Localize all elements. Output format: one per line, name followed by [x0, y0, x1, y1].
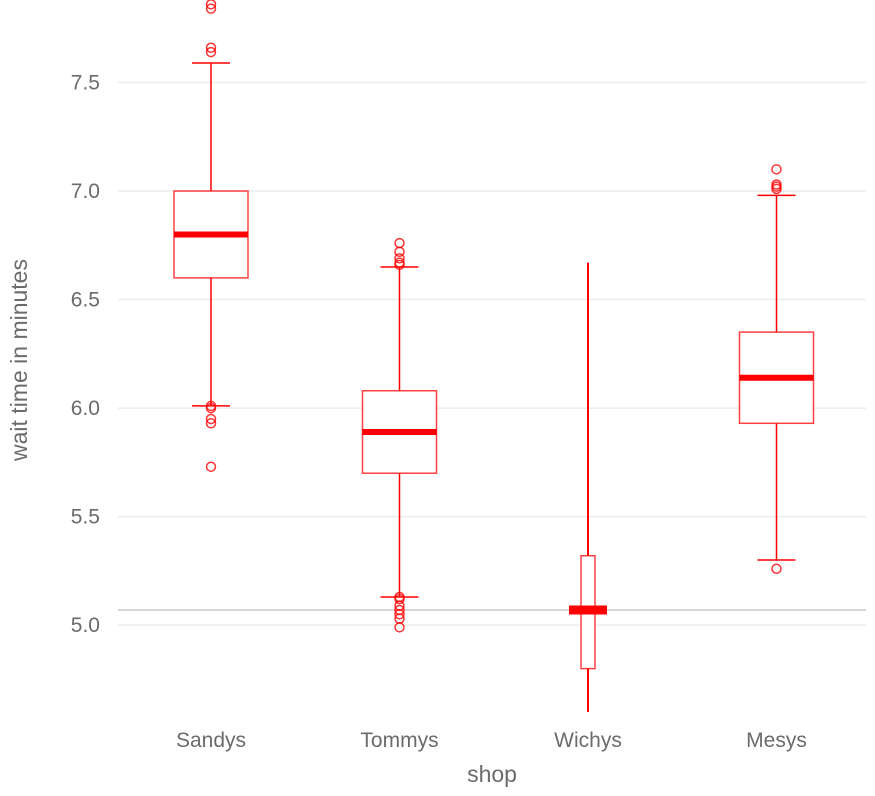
box-sandys [173, 0, 249, 472]
x-axis-ticks: Sandys Tommys Wichys Mesys [176, 729, 807, 752]
outlier-point [394, 259, 405, 271]
outlier-point [771, 563, 782, 574]
outlier-point [205, 402, 217, 414]
outlier-point [394, 253, 405, 264]
x-tick-label: Mesys [746, 729, 807, 752]
outlier-point [205, 418, 217, 429]
boxes [173, 0, 815, 712]
outlier-point [205, 42, 217, 54]
y-tick-label: 5.5 [71, 506, 100, 529]
outlier-point [394, 246, 405, 258]
box-mesys [738, 164, 815, 574]
outlier-point [394, 237, 405, 249]
y-axis-ticks: 5.0 5.5 6.0 6.5 7.0 7.5 [71, 71, 100, 637]
outlier-point [205, 413, 217, 425]
y-axis-title: wait time in minutes [6, 259, 32, 462]
y-tick-label: 5.0 [71, 614, 100, 637]
y-tick-label: 6.0 [71, 397, 100, 420]
x-tick-label: Wichys [554, 729, 622, 752]
x-tick-label: Sandys [176, 729, 246, 752]
y-tick-label: 6.5 [71, 289, 100, 312]
y-tick-label: 7.5 [71, 71, 100, 94]
box-wichys [569, 262, 607, 712]
outlier-point [205, 46, 217, 58]
outlier-point [205, 3, 217, 14]
outlier-point [771, 164, 782, 175]
box-tommys [361, 237, 438, 633]
outlier-point [205, 461, 217, 472]
y-tick-label: 7.0 [71, 180, 100, 203]
x-axis-title: shop [467, 761, 517, 787]
outlier-point [394, 622, 405, 633]
outlier-point [205, 0, 217, 10]
x-tick-label: Tommys [360, 729, 438, 752]
outlier-point [771, 183, 782, 195]
outlier-point [394, 593, 405, 605]
outlier-point [394, 609, 405, 620]
